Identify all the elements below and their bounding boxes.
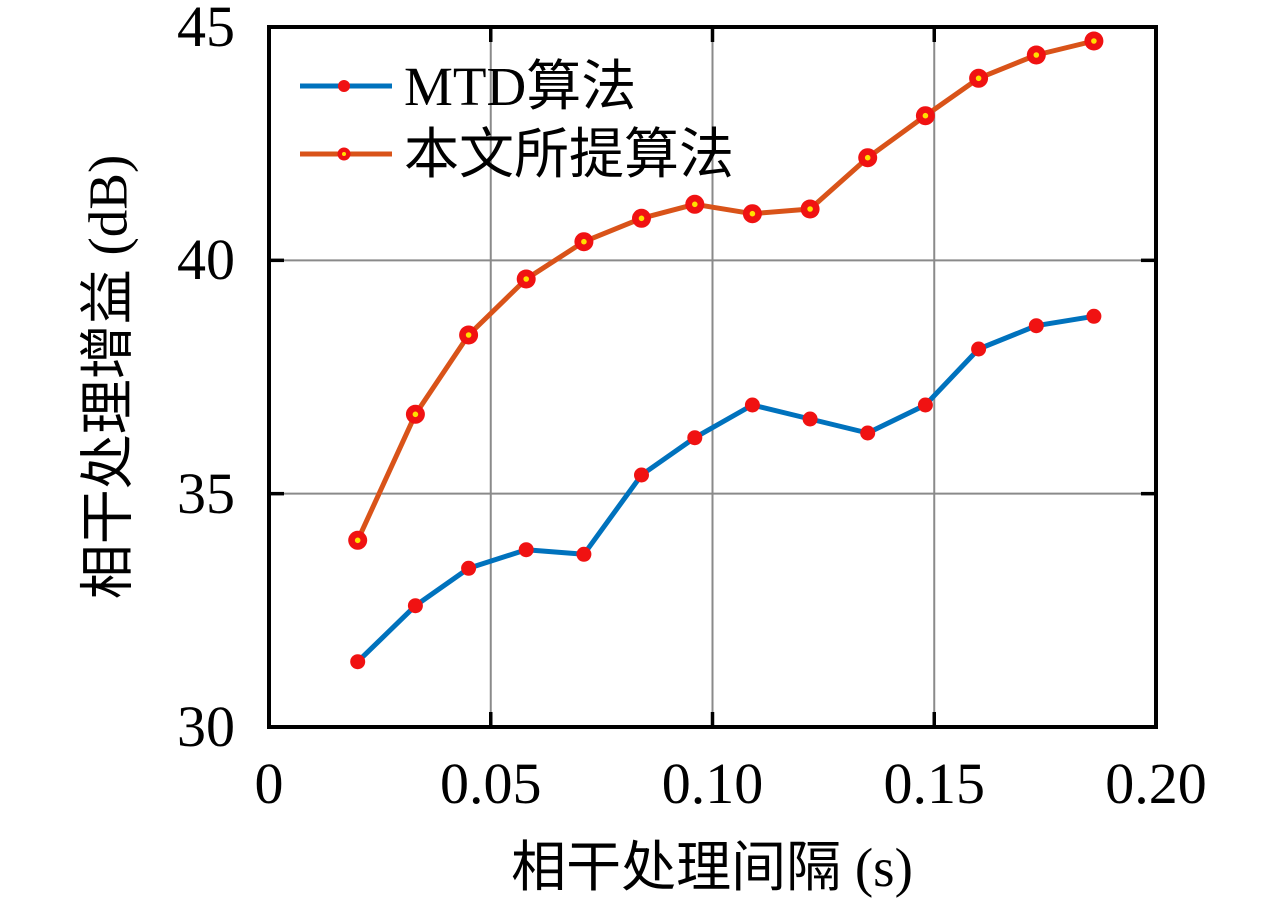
data-point-marker-center xyxy=(975,75,982,82)
data-point-marker-center xyxy=(638,215,645,222)
legend-line-sample xyxy=(300,80,392,92)
series-line-1 xyxy=(355,38,1095,542)
data-point-marker-center xyxy=(354,537,361,544)
data-point-marker-center xyxy=(465,332,472,338)
legend-marker xyxy=(338,80,350,92)
data-point-marker xyxy=(860,425,876,441)
legend-entry: 本文所提算法 xyxy=(298,120,734,188)
data-point-marker-center xyxy=(1033,52,1040,58)
legend-label: MTD算法 xyxy=(404,55,637,117)
data-point-marker xyxy=(350,654,366,670)
data-point-marker xyxy=(1086,308,1102,324)
data-point-marker xyxy=(634,467,649,483)
data-point-marker xyxy=(917,397,933,413)
legend-marker-center xyxy=(342,152,346,156)
data-point-marker xyxy=(744,397,760,413)
data-point-marker-center xyxy=(922,112,929,119)
data-point-marker-center xyxy=(581,238,587,245)
data-point-marker xyxy=(1028,318,1044,334)
data-point-marker-center xyxy=(412,411,419,418)
data-point-marker xyxy=(802,411,818,427)
data-point-marker-center xyxy=(749,210,756,217)
data-point-marker xyxy=(971,341,987,357)
data-point-marker-center xyxy=(523,276,529,282)
legend-label: 本文所提算法 xyxy=(404,123,735,185)
data-point-marker-center xyxy=(692,201,698,208)
legend-entry: MTD算法 xyxy=(298,52,734,120)
legend-line-sample xyxy=(300,147,392,161)
data-point-marker-center xyxy=(864,154,871,161)
x-axis-title: 相干处理间隔 (s) xyxy=(511,837,913,898)
legend: MTD算法 本文所提算法 xyxy=(298,52,734,188)
series-line-0 xyxy=(355,313,1095,664)
data-point-marker xyxy=(518,542,534,558)
data-point-marker-center xyxy=(1091,38,1097,44)
y-axis-title: 相干处理增益 (dB) xyxy=(77,154,139,600)
data-point-marker xyxy=(687,430,703,446)
data-point-marker-center xyxy=(807,206,813,212)
data-point-marker xyxy=(576,546,592,562)
data-point-marker xyxy=(461,560,477,576)
data-point-marker xyxy=(407,598,423,614)
